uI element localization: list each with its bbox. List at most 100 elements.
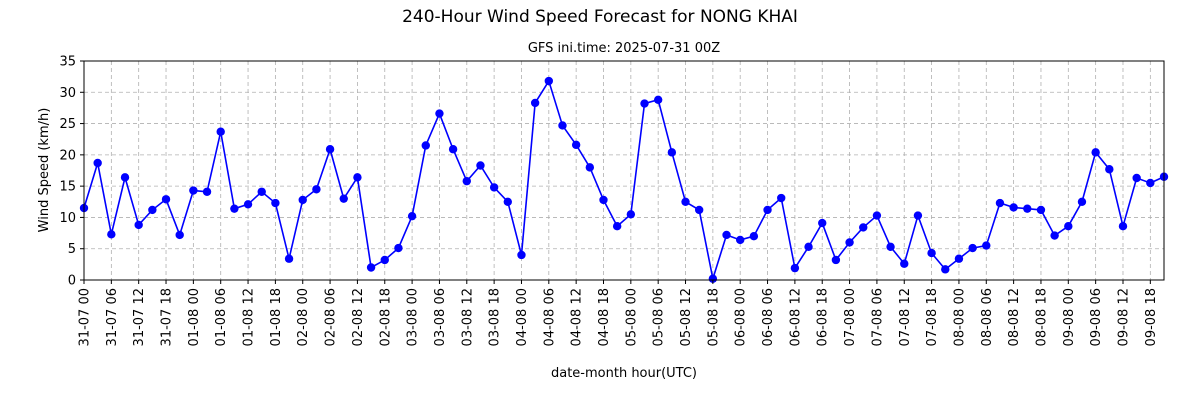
grid-lines (83, 60, 1164, 281)
x-tick-label: 31-07 00 (78, 288, 93, 346)
data-point (1023, 204, 1032, 213)
data-point (366, 263, 376, 272)
data-point (694, 205, 704, 215)
y-tick-label: 10 (59, 211, 76, 226)
data-point (667, 148, 677, 157)
data-point (476, 161, 485, 170)
data-point (1036, 205, 1046, 215)
data-point (134, 220, 143, 230)
x-tick-label: 02-08 12 (351, 288, 366, 346)
x-tick-label: 08-08 00 (952, 288, 967, 346)
x-tick-label: 08-08 18 (1034, 288, 1049, 346)
data-point (448, 145, 458, 154)
data-point (421, 141, 430, 150)
x-axis-label: date-month hour(UTC) (551, 366, 697, 381)
x-tick-label: 02-08 00 (296, 288, 311, 346)
x-tick-label: 02-08 06 (324, 288, 339, 346)
data-point (872, 211, 882, 220)
x-tick-label: 02-08 18 (378, 288, 393, 346)
x-tick-label: 07-08 00 (843, 288, 858, 346)
x-tick-label: 06-08 12 (788, 288, 803, 346)
data-point (489, 183, 499, 192)
data-point (653, 95, 663, 104)
data-point (284, 254, 294, 263)
data-point (1009, 203, 1018, 212)
data-point (927, 248, 936, 258)
chart-subtitle: GFS ini.time: 2025-07-31 00Z (528, 41, 720, 56)
plot-frame (83, 60, 1165, 281)
y-tick-label: 0 (68, 274, 76, 289)
data-point (995, 198, 1005, 208)
data-point (886, 242, 895, 252)
data-point (353, 173, 362, 182)
x-tick-label: 05-08 18 (706, 288, 721, 346)
data-point (148, 205, 157, 215)
y-tick-label: 15 (59, 180, 76, 195)
data-point (107, 230, 116, 239)
x-tick-label: 05-08 06 (652, 288, 667, 346)
data-point (626, 210, 636, 219)
data-point (612, 221, 622, 231)
series-points-layer (79, 76, 1169, 283)
data-point (1105, 165, 1114, 174)
y-axis-label: Wind Speed (km/h) (37, 108, 52, 233)
data-point (189, 186, 198, 195)
data-point (913, 211, 923, 220)
x-tick-label: 09-08 18 (1144, 288, 1159, 346)
x-tick-label: 09-08 06 (1089, 288, 1104, 346)
data-point (271, 198, 280, 208)
x-tick-label: 06-08 00 (734, 288, 749, 346)
data-point (749, 232, 759, 241)
data-point (777, 193, 786, 203)
data-point (503, 197, 512, 206)
x-tick-label: 01-08 18 (269, 288, 284, 346)
data-point (394, 243, 403, 253)
x-tick-label: 09-08 12 (1116, 288, 1131, 346)
x-tick-label: 31-07 12 (132, 288, 147, 346)
y-tick-label: 5 (68, 242, 76, 257)
data-point (380, 255, 389, 265)
x-axis: 31-07 00 31-07 06 31-07 12 31-07 18 01-08 00… (78, 280, 1159, 346)
data-point (257, 187, 266, 196)
data-point (585, 163, 595, 172)
y-axis: 0 5 10 15 20 25 30 35 (59, 55, 84, 289)
x-tick-label: 08-08 12 (1007, 288, 1022, 346)
data-point (968, 243, 977, 253)
y-tick-label: 30 (59, 86, 76, 101)
data-point (1064, 221, 1073, 231)
x-tick-label: 04-08 06 (542, 288, 557, 346)
x-tick-label: 06-08 06 (761, 288, 776, 346)
x-tick-label: 07-08 12 (898, 288, 913, 346)
data-point (763, 205, 772, 215)
data-point (804, 242, 813, 252)
x-tick-label: 07-08 06 (870, 288, 885, 346)
data-point (859, 223, 868, 232)
x-tick-label: 31-07 06 (105, 288, 120, 346)
data-point (175, 230, 184, 240)
data-point (161, 195, 171, 204)
x-tick-label: 01-08 12 (242, 288, 257, 346)
data-point (544, 76, 554, 86)
data-point (243, 200, 253, 209)
y-tick-label: 35 (59, 55, 76, 70)
data-point (900, 259, 909, 268)
data-point (407, 211, 417, 221)
data-point (708, 274, 718, 283)
data-point (845, 238, 854, 247)
data-point (1118, 221, 1128, 231)
data-point (1146, 178, 1155, 188)
data-point (312, 185, 321, 194)
data-point (954, 254, 964, 263)
data-point (1132, 173, 1141, 183)
data-point (530, 98, 540, 108)
x-tick-label: 05-08 12 (679, 288, 694, 346)
data-point (722, 230, 731, 240)
data-point (941, 265, 950, 274)
data-point (435, 109, 444, 118)
x-tick-label: 08-08 06 (980, 288, 995, 346)
data-point (640, 99, 649, 108)
data-point (982, 241, 991, 250)
x-tick-label: 03-08 18 (488, 288, 503, 346)
data-point (325, 145, 335, 154)
data-point (1050, 231, 1059, 240)
